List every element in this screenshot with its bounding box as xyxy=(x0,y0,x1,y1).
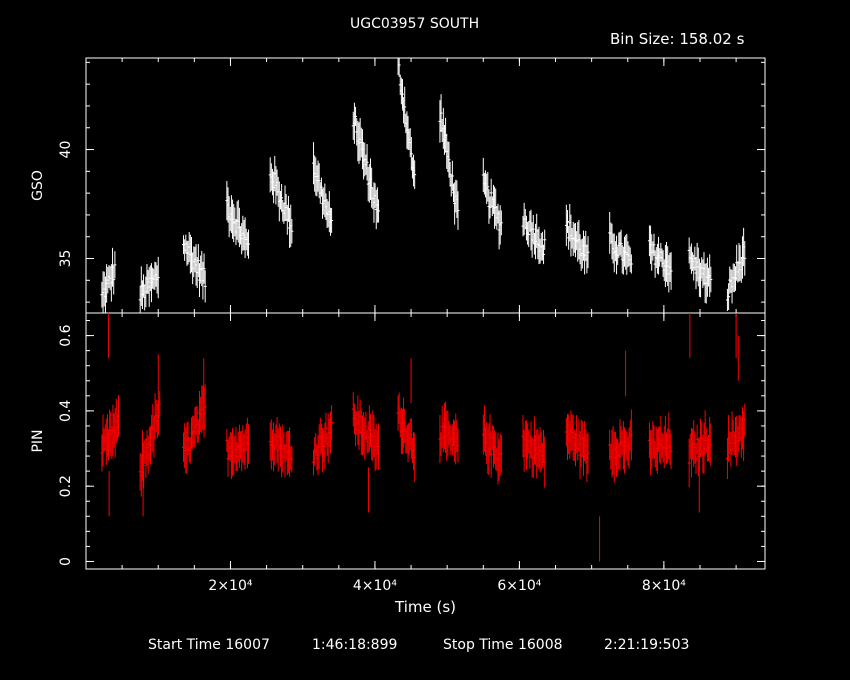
plot-title: UGC03957 SOUTH xyxy=(350,16,480,32)
xtick-label: 6×10⁴ xyxy=(497,578,541,594)
start-time-label: Start Time 16007 xyxy=(148,637,270,653)
xtick-label: 2×10⁴ xyxy=(208,578,252,594)
stop-time-label: Stop Time 16008 xyxy=(443,637,563,653)
gso-series xyxy=(100,58,747,313)
gso-ytick-label: 35 xyxy=(58,250,74,268)
pin-panel: 0 0.2 0.4 0.6 2×10⁴ 4×10⁴ 6×10⁴ 8×10⁴ PIN Time (s… xyxy=(30,312,766,616)
pin-ytick-label: 0.2 xyxy=(58,475,74,497)
xlabel: Time (s) xyxy=(394,598,456,616)
stop-time-value: 2:21:19:503 xyxy=(604,637,690,653)
pin-ytick-label: 0.6 xyxy=(58,324,74,346)
gso-panel: 35 40 GSO xyxy=(30,57,766,314)
pin-ytick-label: 0 xyxy=(58,557,74,566)
xtick-label: 8×10⁴ xyxy=(642,578,686,594)
pin-ylabel: PIN xyxy=(30,429,46,452)
pin-series xyxy=(100,313,747,562)
gso-ylabel: GSO xyxy=(30,170,46,201)
pin-ytick-label: 0.4 xyxy=(58,400,74,422)
xtick-label: 4×10⁴ xyxy=(353,578,397,594)
bin-size-label: Bin Size: 158.02 s xyxy=(610,30,745,48)
start-time-value: 1:46:18:899 xyxy=(312,637,398,653)
gso-ytick-label: 40 xyxy=(58,141,74,159)
